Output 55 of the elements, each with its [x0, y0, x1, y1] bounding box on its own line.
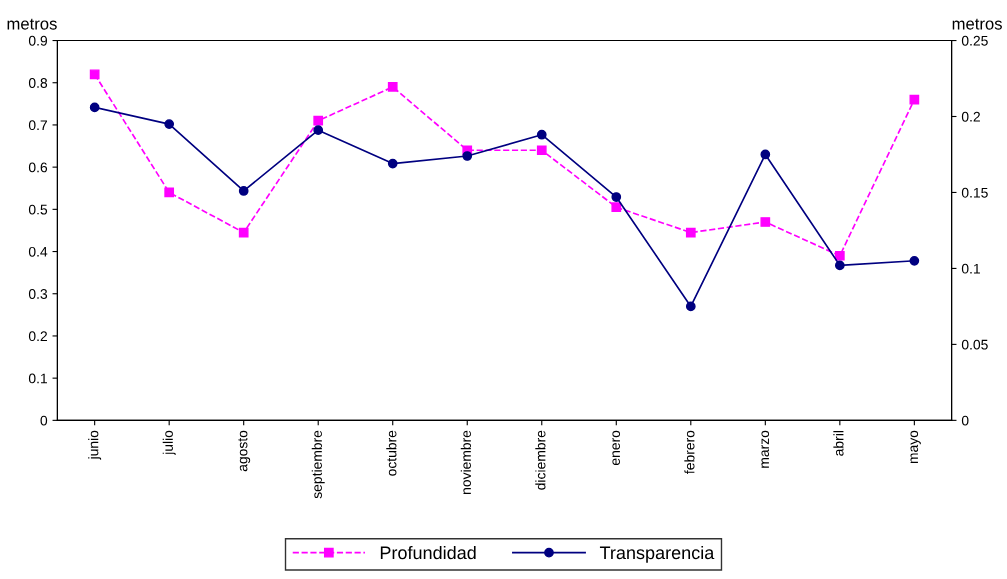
x-tick-label: abril [833, 431, 844, 456]
y-tick-label: 0.1 [28, 373, 47, 384]
x-tick-label: agosto [238, 430, 251, 472]
x-tick-label: junio [88, 430, 102, 460]
point [909, 255, 920, 266]
y2-tick-label: 0.25 [961, 35, 988, 46]
legend-label: Transparencia [599, 545, 715, 563]
x-tick-label: septiembre [311, 430, 325, 499]
point [89, 69, 100, 80]
y2-axis-title: metros [952, 18, 1002, 30]
y2-tick-label: 0.15 [961, 187, 988, 198]
y-axis-title: metros [7, 18, 57, 30]
point [164, 119, 175, 129]
y-tick-label: 0 [40, 415, 48, 426]
y-tick-label: 0.3 [28, 289, 48, 299]
y-tick-label: 0.7 [28, 120, 47, 131]
x-tick-label: octubre [386, 430, 397, 476]
point [313, 115, 324, 126]
point [834, 250, 845, 261]
x-tick-label: enero [612, 430, 621, 465]
y-tick-label: 0.2 [28, 331, 47, 342]
y2-tick-label: 0.1 [961, 263, 980, 274]
x-tick-label: mayo [910, 430, 921, 464]
point [536, 129, 547, 140]
y2-tick-label: 0.2 [961, 111, 980, 122]
y-tick-label: 0.5 [28, 204, 48, 215]
point [760, 217, 771, 227]
point [462, 151, 473, 161]
y-tick-label: 0.6 [28, 162, 48, 173]
point [387, 82, 398, 92]
point [238, 186, 249, 196]
x-tick-label: julio [162, 430, 176, 456]
y2-tick-label: 0.05 [961, 339, 988, 350]
point [760, 149, 771, 160]
point [611, 192, 622, 202]
legend-label: Profundidad [380, 545, 476, 560]
point [536, 145, 547, 156]
point [611, 202, 622, 213]
x-tick-label: diciembre [535, 430, 546, 490]
point [313, 125, 324, 136]
point [238, 227, 249, 238]
y-tick-label: 0.4 [28, 246, 48, 257]
point [834, 260, 845, 271]
x-tick-label: noviembre [460, 430, 471, 494]
point [685, 227, 696, 238]
y2-tick-label: 0 [961, 415, 969, 426]
point [685, 301, 696, 312]
x-tick-label: febrero [684, 430, 695, 474]
point [164, 187, 175, 198]
y-tick-label: 0.8 [28, 78, 48, 88]
point [387, 158, 398, 169]
y-tick-label: 0.9 [28, 35, 48, 46]
point [909, 94, 920, 105]
x-tick-label: marzo [761, 430, 770, 468]
point [89, 102, 100, 113]
